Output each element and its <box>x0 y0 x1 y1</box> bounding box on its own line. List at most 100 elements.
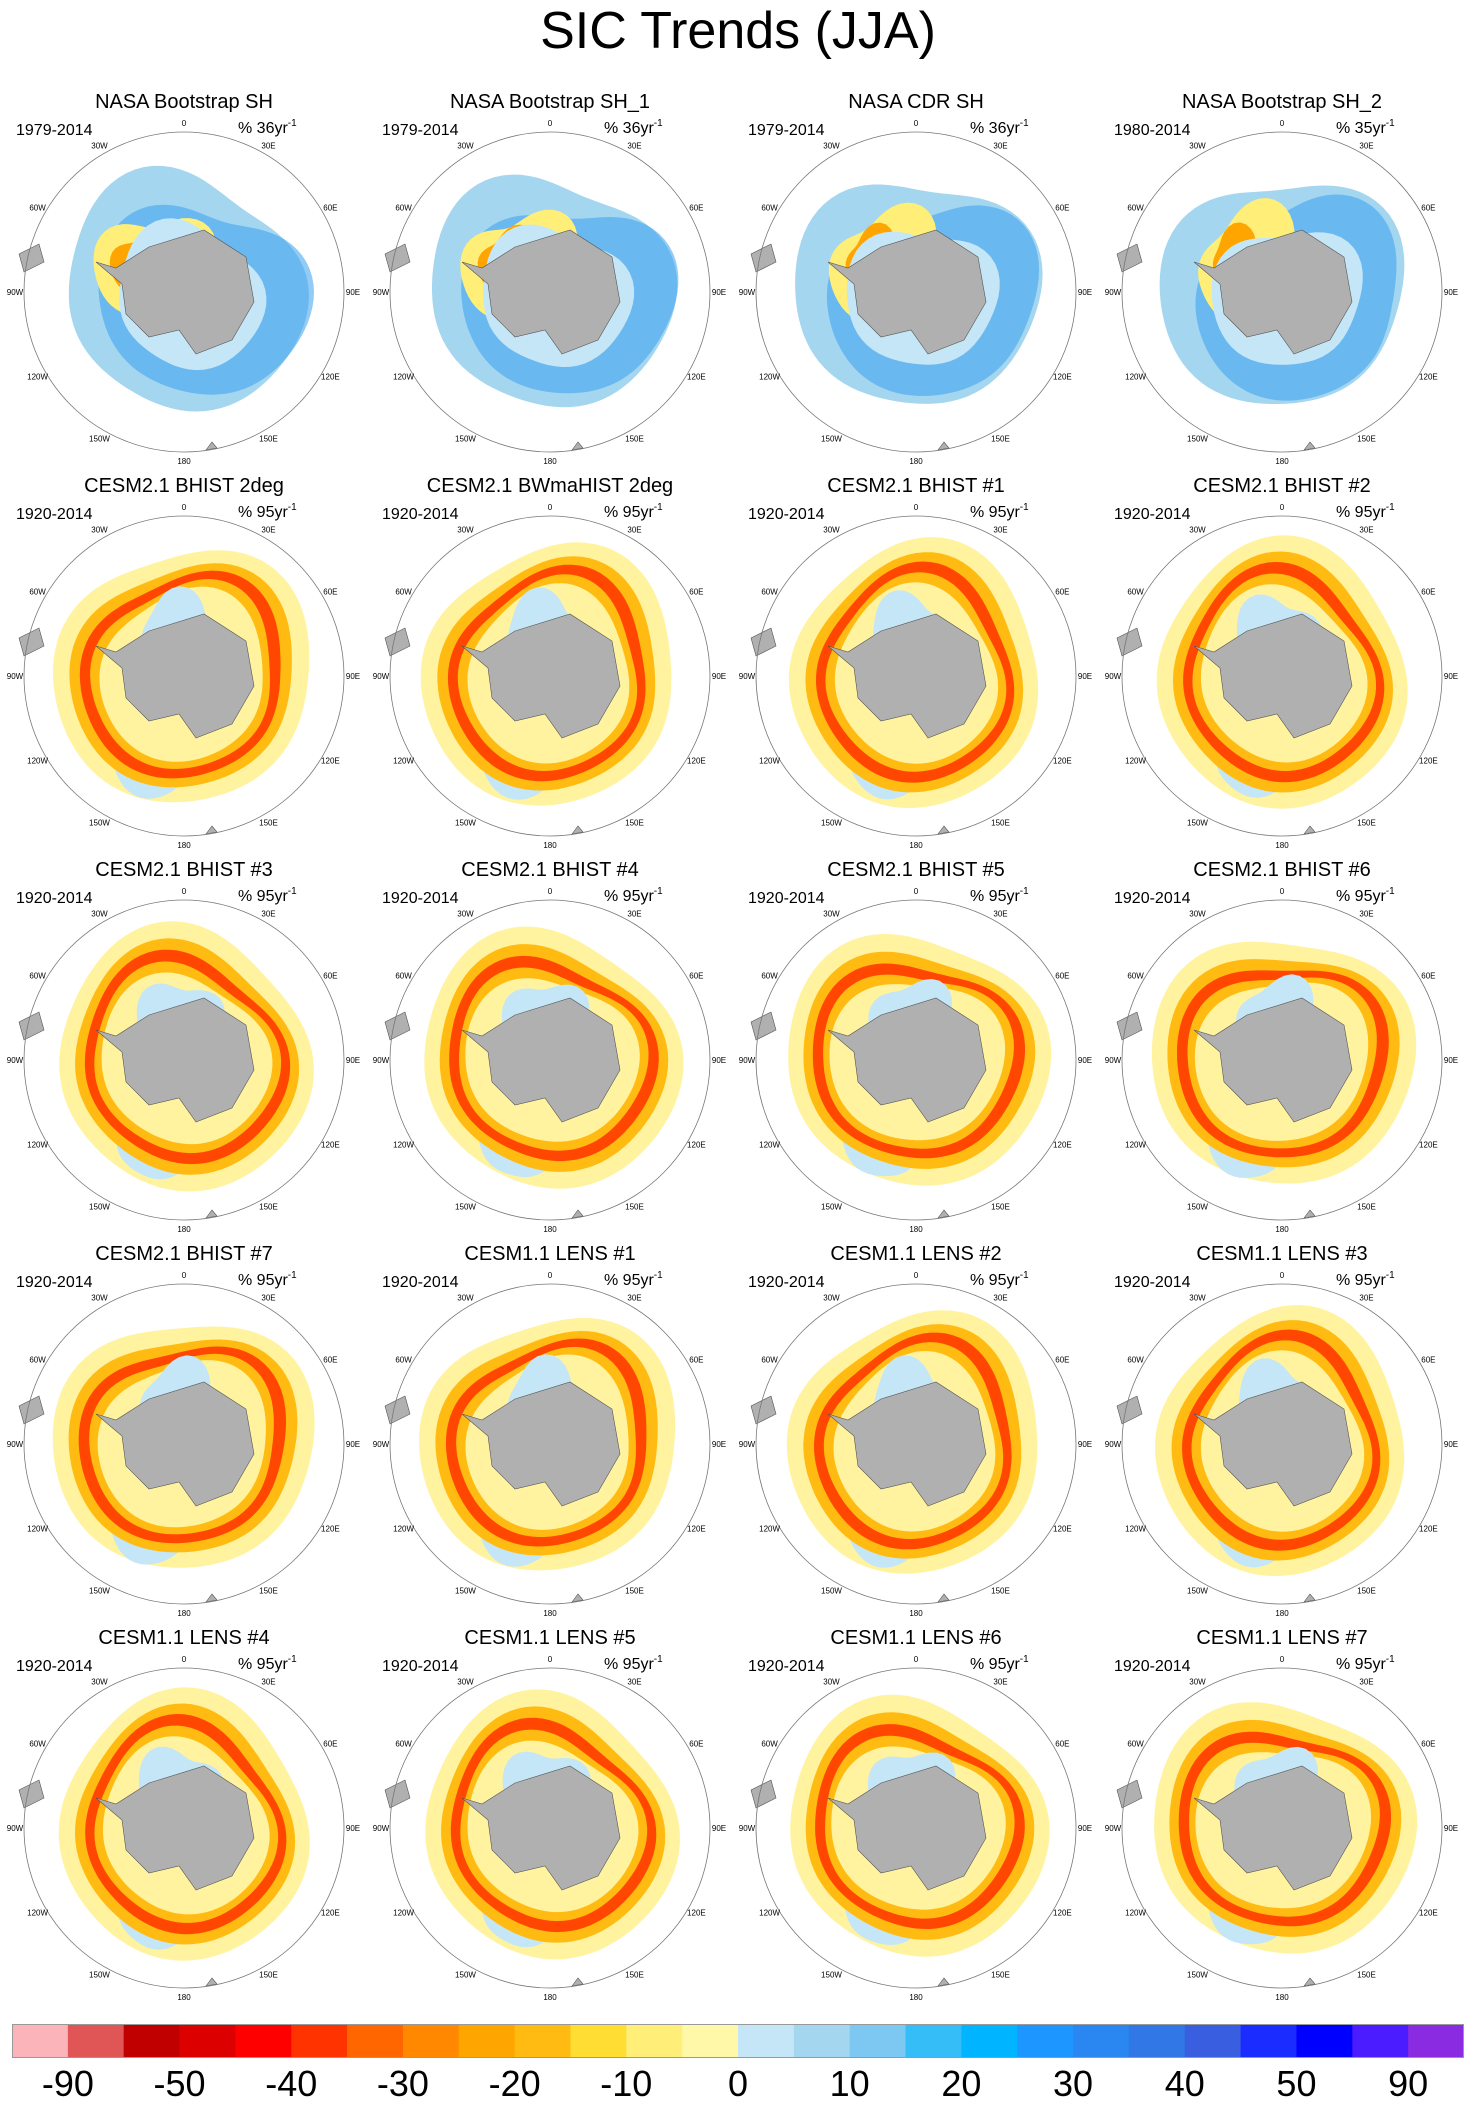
longitude-label: 90E <box>1078 288 1092 297</box>
longitude-label: 30W <box>1189 142 1206 151</box>
longitude-label: 180 <box>909 1225 923 1234</box>
longitude-label: 150E <box>259 1970 278 1979</box>
map-panel: CESM2.1 BHIST #5 1920-2014 % 95yr-1 0 30E 60E… <box>732 858 1100 1241</box>
longitude-label: 60W <box>29 588 46 597</box>
panel-title: CESM2.1 BHIST #2 <box>1193 475 1371 497</box>
longitude-label: 150E <box>259 434 278 443</box>
colorbar-swatch <box>905 2024 962 2058</box>
map-boundary <box>389 899 711 1221</box>
map-panel: NASA Bootstrap SH_1 1979-2014 % 36yr-1 0 30E… <box>366 90 734 473</box>
longitude-label: 150W <box>89 1202 110 1211</box>
south-america-landmass <box>18 1011 45 1041</box>
longitude-label: 120W <box>759 1909 780 1918</box>
new-zealand-landmass <box>937 825 950 835</box>
colorbar-labels: -90 -50 -40 -30 -20 -10 0 10 20 30 40 50 90 <box>0 2062 1476 2106</box>
longitude-label: 120E <box>321 1141 340 1150</box>
longitude-label: 60W <box>761 1740 778 1749</box>
longitude-label: 60E <box>323 1740 337 1749</box>
panel-units: % 95yr-1 <box>1336 1270 1395 1289</box>
polar-map: 0 30E 60E 90E 120E 150E 180 150W 120W 90W 60W 30W <box>7 119 360 466</box>
longitude-label: 90E <box>346 1440 360 1449</box>
longitude-label: 0 <box>182 887 187 896</box>
new-zealand-landmass <box>571 1593 584 1603</box>
longitude-label: 90E <box>1078 1440 1092 1449</box>
figure-title: SIC Trends (JJA) <box>540 2 936 60</box>
panel-title: CESM2.1 BHIST 2deg <box>84 475 284 497</box>
longitude-label: 90W <box>7 288 24 297</box>
colorbar-swatch <box>1408 2024 1465 2058</box>
panel-period: 1920-2014 <box>1114 1274 1191 1291</box>
south-america-landmass <box>750 627 777 657</box>
longitude-label: 90E <box>1444 288 1458 297</box>
longitude-label: 120W <box>27 1141 48 1150</box>
polar-map: 0 30E 60E 90E 120E 150E 180 150W 120W 90W 60W 30W <box>739 1655 1092 2002</box>
colorbar-swatch <box>347 2024 404 2058</box>
polar-map: 0 30E 60E 90E 120E 150E 180 150W 120W 90W 60W 30W <box>7 1655 360 2002</box>
panel-period: 1920-2014 <box>1114 890 1191 907</box>
longitude-label: 30E <box>993 1678 1007 1687</box>
longitude-label: 30W <box>91 910 108 919</box>
longitude-label: 120W <box>1125 1525 1146 1534</box>
panel-period: 1920-2014 <box>16 1274 93 1291</box>
longitude-label: 30E <box>627 526 641 535</box>
longitude-label: 60E <box>1055 588 1069 597</box>
longitude-label: 30W <box>457 142 474 151</box>
panel-units: % 95yr-1 <box>604 886 663 905</box>
longitude-label: 90E <box>712 1824 726 1833</box>
polar-map: 0 30E 60E 90E 120E 150E 180 150W 120W 90W 60W 30W <box>739 503 1092 850</box>
longitude-label: 150W <box>455 1970 476 1979</box>
longitude-label: 30E <box>1359 1678 1373 1687</box>
new-zealand-landmass <box>205 825 218 835</box>
map-boundary <box>23 515 345 837</box>
map-boundary <box>755 899 1077 1221</box>
colorbar-tick-label: -20 <box>488 2063 541 2104</box>
map-panel: CESM2.1 BHIST #6 1920-2014 % 95yr-1 0 30E 60E… <box>1098 858 1466 1241</box>
longitude-label: 150E <box>259 1202 278 1211</box>
longitude-label: 180 <box>1275 841 1289 850</box>
longitude-label: 0 <box>548 503 553 512</box>
longitude-label: 30W <box>823 1678 840 1687</box>
longitude-label: 150E <box>991 1586 1010 1595</box>
longitude-label: 180 <box>543 1609 557 1618</box>
south-america-landmass <box>384 627 411 657</box>
longitude-label: 30E <box>261 142 275 151</box>
longitude-label: 60E <box>1055 1356 1069 1365</box>
south-america-landmass <box>750 1011 777 1041</box>
longitude-label: 60E <box>1055 1740 1069 1749</box>
panel-title: CESM1.1 LENS #3 <box>1196 1243 1368 1265</box>
longitude-label: 150E <box>625 818 644 827</box>
longitude-label: 90W <box>1105 288 1122 297</box>
panel-period: 1920-2014 <box>382 1658 459 1675</box>
longitude-label: 60E <box>1421 972 1435 981</box>
panel-title: CESM1.1 LENS #1 <box>464 1243 636 1265</box>
longitude-label: 120E <box>687 1909 706 1918</box>
new-zealand-landmass <box>205 1977 218 1987</box>
map-boundary <box>23 131 345 453</box>
panel-title: CESM2.1 BWmaHIST 2deg <box>426 475 674 497</box>
map-boundary <box>755 515 1077 837</box>
longitude-label: 150E <box>991 1202 1010 1211</box>
south-america-landmass <box>1116 627 1143 657</box>
longitude-label: 0 <box>1280 1655 1285 1664</box>
panel-units: % 35yr-1 <box>1336 118 1395 137</box>
polar-map: 0 30E 60E 90E 120E 150E 180 150W 120W 90W 60W 30W <box>373 887 726 1234</box>
longitude-label: 90E <box>1078 1824 1092 1833</box>
map-panel: CESM2.1 BHIST #7 1920-2014 % 95yr-1 0 30E 60E… <box>0 1242 368 1625</box>
longitude-label: 0 <box>914 1271 919 1280</box>
polar-map: 0 30E 60E 90E 120E 150E 180 150W 120W 90W 60W 30W <box>7 503 360 850</box>
longitude-label: 30W <box>823 142 840 151</box>
panel-units: % 95yr-1 <box>970 502 1029 521</box>
panel-period: 1920-2014 <box>748 1658 825 1675</box>
south-america-landmass <box>750 1395 777 1425</box>
longitude-label: 90W <box>1105 1824 1122 1833</box>
map-boundary <box>389 1667 711 1989</box>
longitude-label: 90E <box>712 672 726 681</box>
longitude-label: 60W <box>1127 588 1144 597</box>
new-zealand-landmass <box>205 441 218 451</box>
longitude-label: 60W <box>29 1356 46 1365</box>
longitude-label: 150E <box>259 1586 278 1595</box>
longitude-label: 0 <box>914 1655 919 1664</box>
longitude-label: 60W <box>29 972 46 981</box>
longitude-label: 180 <box>177 457 191 466</box>
longitude-label: 30E <box>627 910 641 919</box>
